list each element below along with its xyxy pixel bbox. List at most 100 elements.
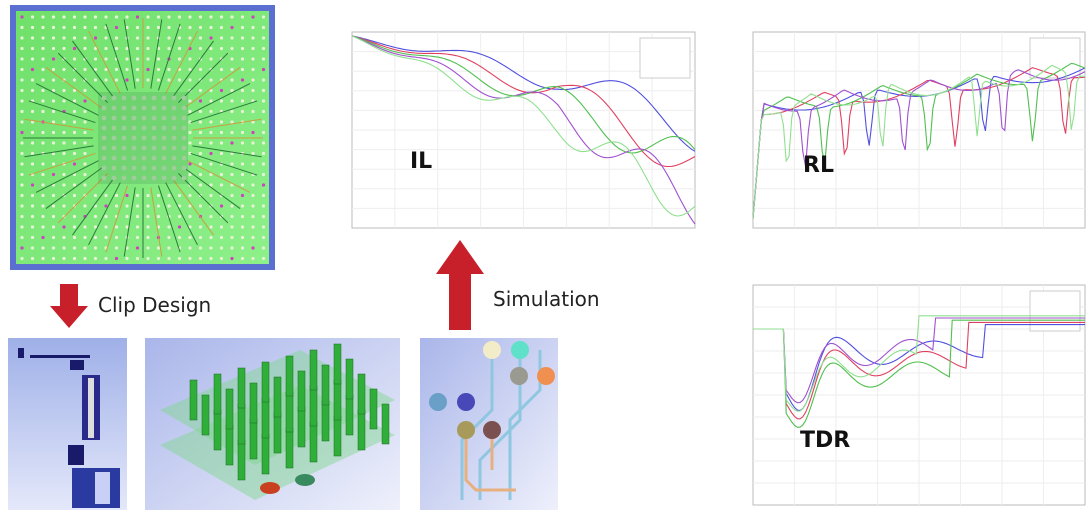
pcb-via (230, 194, 233, 197)
model-port (260, 482, 280, 494)
pcb-via (31, 257, 34, 260)
pcb-via (220, 236, 223, 239)
pcb-via (73, 141, 76, 144)
model-via (346, 395, 353, 435)
pcb-via (220, 68, 223, 71)
pcb-via (220, 15, 223, 18)
pcb-via (146, 78, 149, 81)
pcb-via (52, 57, 55, 60)
pcb-via (262, 236, 265, 239)
pcb-via (125, 78, 128, 81)
pcb-via (241, 47, 244, 50)
pcb-via (136, 68, 139, 71)
pcb-via (209, 215, 212, 218)
pcb-via (251, 225, 254, 228)
node (429, 393, 447, 411)
pcb-via (146, 215, 149, 218)
pcb-via (125, 225, 128, 228)
pcb-via (136, 57, 139, 60)
pcb-via (251, 257, 254, 260)
pcb-via (146, 36, 149, 39)
pcb-via (199, 26, 202, 29)
clip-shape (70, 360, 84, 370)
pcb-via (241, 57, 244, 60)
pcb-via (251, 110, 254, 113)
pcb-via (241, 89, 244, 92)
pcb-via (230, 246, 233, 249)
pcb-via (83, 99, 86, 102)
pcb-via (209, 36, 212, 39)
pcb-via (83, 131, 86, 134)
pcb-via (262, 152, 265, 155)
il-label: IL (410, 149, 432, 174)
pcb-via (251, 68, 254, 71)
pcb-via (31, 152, 34, 155)
pcb-via (31, 68, 34, 71)
pcb-via (94, 78, 97, 81)
pcb-via (262, 26, 265, 29)
pcb-via (73, 162, 76, 165)
model-via (370, 389, 377, 429)
model-via (310, 422, 317, 462)
pcb-via (241, 215, 244, 218)
chart-legend (640, 38, 690, 78)
pcb-via (104, 204, 107, 207)
pcb-via (41, 68, 44, 71)
pcb-via (20, 152, 23, 155)
pcb-via (31, 204, 34, 207)
pcb-via (83, 257, 86, 260)
pcb-via (41, 204, 44, 207)
pcb-via (20, 110, 23, 113)
pcb-via (73, 225, 76, 228)
pcb-via (188, 15, 191, 18)
chart-legend (1030, 38, 1080, 78)
pcb-via (188, 194, 191, 197)
pcb-via (241, 257, 244, 260)
pcb-via (157, 194, 160, 197)
pcb-via (167, 236, 170, 239)
pcb-via (31, 47, 34, 50)
pcb-via (199, 120, 202, 123)
pcb-via (209, 110, 212, 113)
pcb-via (83, 89, 86, 92)
pcb-via (73, 78, 76, 81)
pcb-via (73, 236, 76, 239)
pcb-via (136, 204, 139, 207)
pcb-via (199, 131, 202, 134)
pcb-via (230, 215, 233, 218)
model-via (286, 428, 293, 468)
pcb-via (230, 15, 233, 18)
pcb-via (199, 257, 202, 260)
pcb-via (31, 194, 34, 197)
model-via (250, 383, 257, 423)
pcb-via (146, 194, 149, 197)
pcb-via (83, 26, 86, 29)
model-via (322, 401, 329, 441)
pcb-via (41, 78, 44, 81)
pcb-via (20, 173, 23, 176)
pcb-via (41, 141, 44, 144)
pcb-via (178, 78, 181, 81)
pcb-via (241, 141, 244, 144)
pcb-via (52, 194, 55, 197)
pcb-via (220, 225, 223, 228)
pcb-via (251, 141, 254, 144)
model-via (382, 404, 389, 444)
pcb-via (41, 162, 44, 165)
pcb-via (262, 183, 265, 186)
pcb-via (167, 257, 170, 260)
pcb-via (157, 78, 160, 81)
model-via (358, 374, 365, 414)
pcb-via (209, 57, 212, 60)
pcb-via (188, 246, 191, 249)
pcb-via (94, 246, 97, 249)
pcb-via (20, 68, 23, 71)
pcb-via (167, 36, 170, 39)
pcb-via (209, 131, 212, 134)
pcb-via (241, 194, 244, 197)
pcb-via (83, 204, 86, 207)
pcb-via (220, 26, 223, 29)
pcb-via (188, 99, 191, 102)
pcb-via (220, 173, 223, 176)
pcb-via (115, 257, 118, 260)
